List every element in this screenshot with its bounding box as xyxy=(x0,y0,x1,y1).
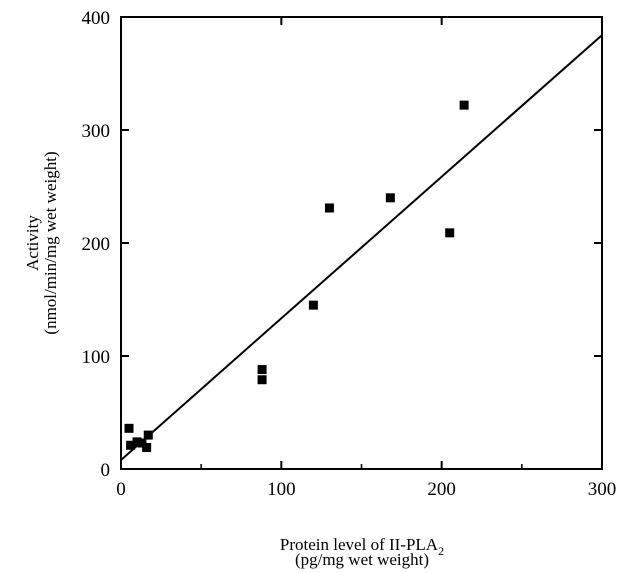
data-point xyxy=(143,430,153,440)
data-point xyxy=(385,193,395,203)
data-point xyxy=(132,437,142,447)
data-point xyxy=(142,443,152,453)
data-point xyxy=(257,365,267,375)
x-axis-label: Protein level of II-PLA2 xyxy=(280,535,444,558)
data-point xyxy=(324,203,334,213)
y-tick-label: 200 xyxy=(82,234,111,255)
x-tick-label: 100 xyxy=(267,479,296,500)
y-tick-label: 100 xyxy=(82,347,111,368)
y-tick-label: 300 xyxy=(82,121,111,142)
y-axis-label-units: (nmol/min/mg wet weight) xyxy=(41,151,60,334)
data-point xyxy=(126,440,136,450)
data-points xyxy=(124,100,469,453)
data-point xyxy=(459,100,469,110)
y-tick-label: 0 xyxy=(101,460,111,481)
axis-ticks xyxy=(120,16,603,470)
data-point xyxy=(137,438,147,448)
x-tick-label: 0 xyxy=(116,479,126,500)
regression-line xyxy=(120,34,603,461)
data-point xyxy=(445,228,455,238)
x-axis-label-subscript: 2 xyxy=(438,544,444,558)
x-tick-label: 200 xyxy=(427,479,456,500)
y-tick-label: 400 xyxy=(82,8,111,29)
data-point xyxy=(124,423,134,433)
data-point xyxy=(257,375,267,385)
y-axis-label: Activity xyxy=(23,215,42,271)
x-tick-label: 300 xyxy=(588,479,617,500)
y-axis-title: Activity (nmol/min/mg wet weight) xyxy=(23,151,60,334)
x-axis-label-units: (pg/mg wet weight) xyxy=(295,550,429,569)
data-point xyxy=(308,300,318,310)
x-axis-label-main: Protein level of II-PLA xyxy=(280,535,439,554)
plot-frame xyxy=(120,16,603,470)
tick-labels: 0 100 200 300 0 100 200 300 400 xyxy=(82,8,617,500)
